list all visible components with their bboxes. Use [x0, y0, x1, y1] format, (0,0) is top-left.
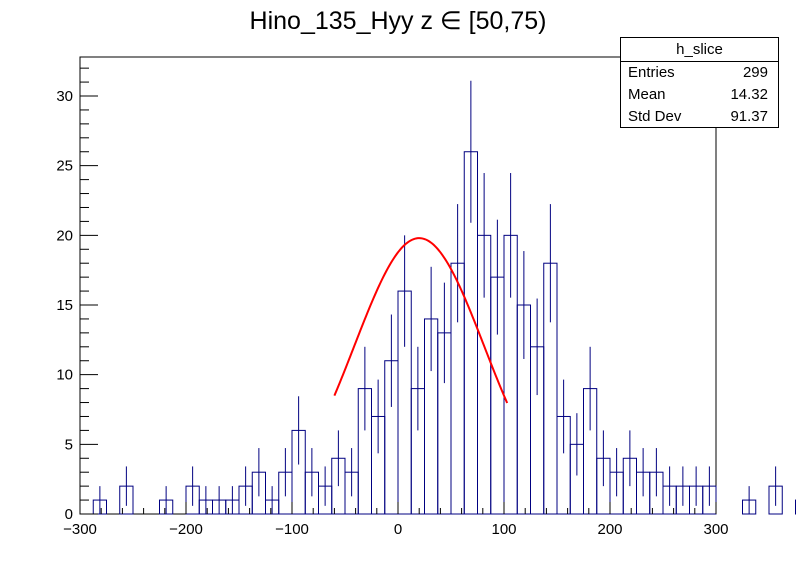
histogram-bin: [742, 486, 757, 515]
histogram-bin: [92, 486, 107, 515]
x-tick-label: 100: [491, 521, 516, 538]
entries-label: Entries: [628, 64, 675, 81]
y-tick-label: 5: [65, 436, 73, 453]
entries-value: 299: [742, 64, 768, 81]
x-tick-label: 200: [597, 521, 622, 538]
fit-curve: [333, 237, 509, 404]
x-tick-label: −200: [169, 521, 203, 538]
y-tick-label: 15: [56, 297, 73, 314]
histogram-bin: [119, 466, 134, 515]
stats-row-mean: Mean 14.32: [621, 84, 778, 106]
mean-label: Mean: [628, 86, 666, 103]
gaussian-fit: [333, 237, 509, 404]
histogram-bin: [583, 346, 598, 515]
x-tick-label: −100: [275, 521, 309, 538]
mean-value: 14.32: [730, 86, 768, 103]
y-tick-label: 25: [56, 158, 73, 175]
y-tick-label: 30: [56, 88, 73, 105]
histogram-bin: [159, 486, 174, 515]
histogram-bin: [702, 466, 717, 515]
x-tick-label: 300: [703, 521, 728, 538]
histogram-bin: [251, 448, 266, 515]
y-tick-label: 20: [56, 227, 73, 244]
stddev-value: 91.37: [730, 108, 768, 125]
y-tick-label: 0: [65, 506, 73, 523]
histogram-bin: [768, 466, 783, 515]
stats-box: h_slice Entries 299 Mean 14.32 Std Dev 9…: [620, 37, 779, 128]
stats-row-stddev: Std Dev 91.37: [621, 106, 778, 128]
chart-title: Hino_135_Hyy z ∈ [50,75): [249, 7, 547, 35]
histogram-bin: [543, 204, 558, 515]
stats-row-entries: Entries 299: [621, 62, 778, 84]
histogram-bars: [92, 80, 796, 515]
x-tick-label: −300: [63, 521, 97, 538]
x-tick-label: 0: [394, 521, 402, 538]
stats-box-title: h_slice: [621, 38, 778, 62]
stddev-label: Std Dev: [628, 108, 682, 125]
y-tick-label: 10: [56, 367, 73, 384]
